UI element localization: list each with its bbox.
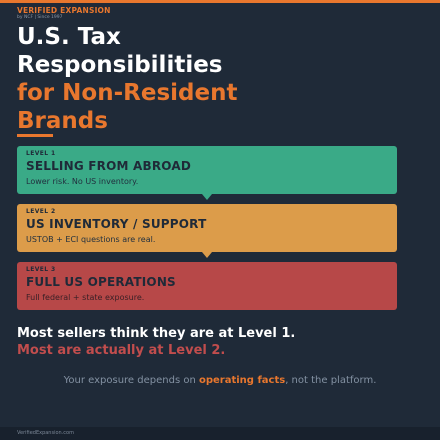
note-highlight: operating facts — [198, 375, 286, 386]
level-2-card: LEVEL 2 US INVENTORY / SUPPORT USTOB + E… — [17, 204, 397, 252]
level-2-description: USTOB + ECI questions are real. — [26, 235, 156, 244]
exposure-note: Your exposure depends on operating facts… — [0, 375, 440, 386]
note-text-after: , not the platform. — [285, 375, 377, 386]
footer-site-link[interactable]: VerifiedExpansion.com — [17, 430, 74, 436]
title-line-2: Responsibilities — [17, 52, 223, 78]
title-line-1: U.S. Tax — [17, 24, 121, 50]
level-2-down-arrow-icon — [202, 252, 212, 258]
level-3-card: LEVEL 3 FULL US OPERATIONS Full federal … — [17, 262, 397, 310]
title-line-3: for Non-Resident — [17, 80, 238, 106]
level-1-description: Lower risk. No US inventory. — [26, 177, 139, 186]
brand-name: VERIFIED EXPANSION — [17, 6, 111, 15]
level-1-down-arrow-icon — [202, 194, 212, 200]
level-2-title: US INVENTORY / SUPPORT — [26, 217, 207, 231]
title-underline — [17, 134, 53, 137]
level-3-description: Full federal + state exposure. — [26, 293, 145, 302]
level-3-number: LEVEL 3 — [26, 266, 56, 273]
title-line-4: Brands — [17, 108, 108, 134]
level-3-title: FULL US OPERATIONS — [26, 275, 176, 289]
level-1-number: LEVEL 1 — [26, 150, 56, 157]
footer-bar — [0, 427, 440, 440]
level-2-number: LEVEL 2 — [26, 208, 56, 215]
note-text-before: Your exposure depends on — [63, 375, 199, 386]
callout-line-1: Most sellers think they are at Level 1. — [17, 326, 296, 341]
page-title: U.S. Tax Responsibilities for Non-Reside… — [17, 23, 427, 135]
level-1-card: LEVEL 1 SELLING FROM ABROAD Lower risk. … — [17, 146, 397, 194]
top-accent-bar — [0, 0, 440, 3]
level-1-title: SELLING FROM ABROAD — [26, 159, 192, 173]
brand-tagline: by NCF | Since 1997 — [17, 15, 63, 20]
callout-line-2: Most are actually at Level 2. — [17, 343, 226, 358]
